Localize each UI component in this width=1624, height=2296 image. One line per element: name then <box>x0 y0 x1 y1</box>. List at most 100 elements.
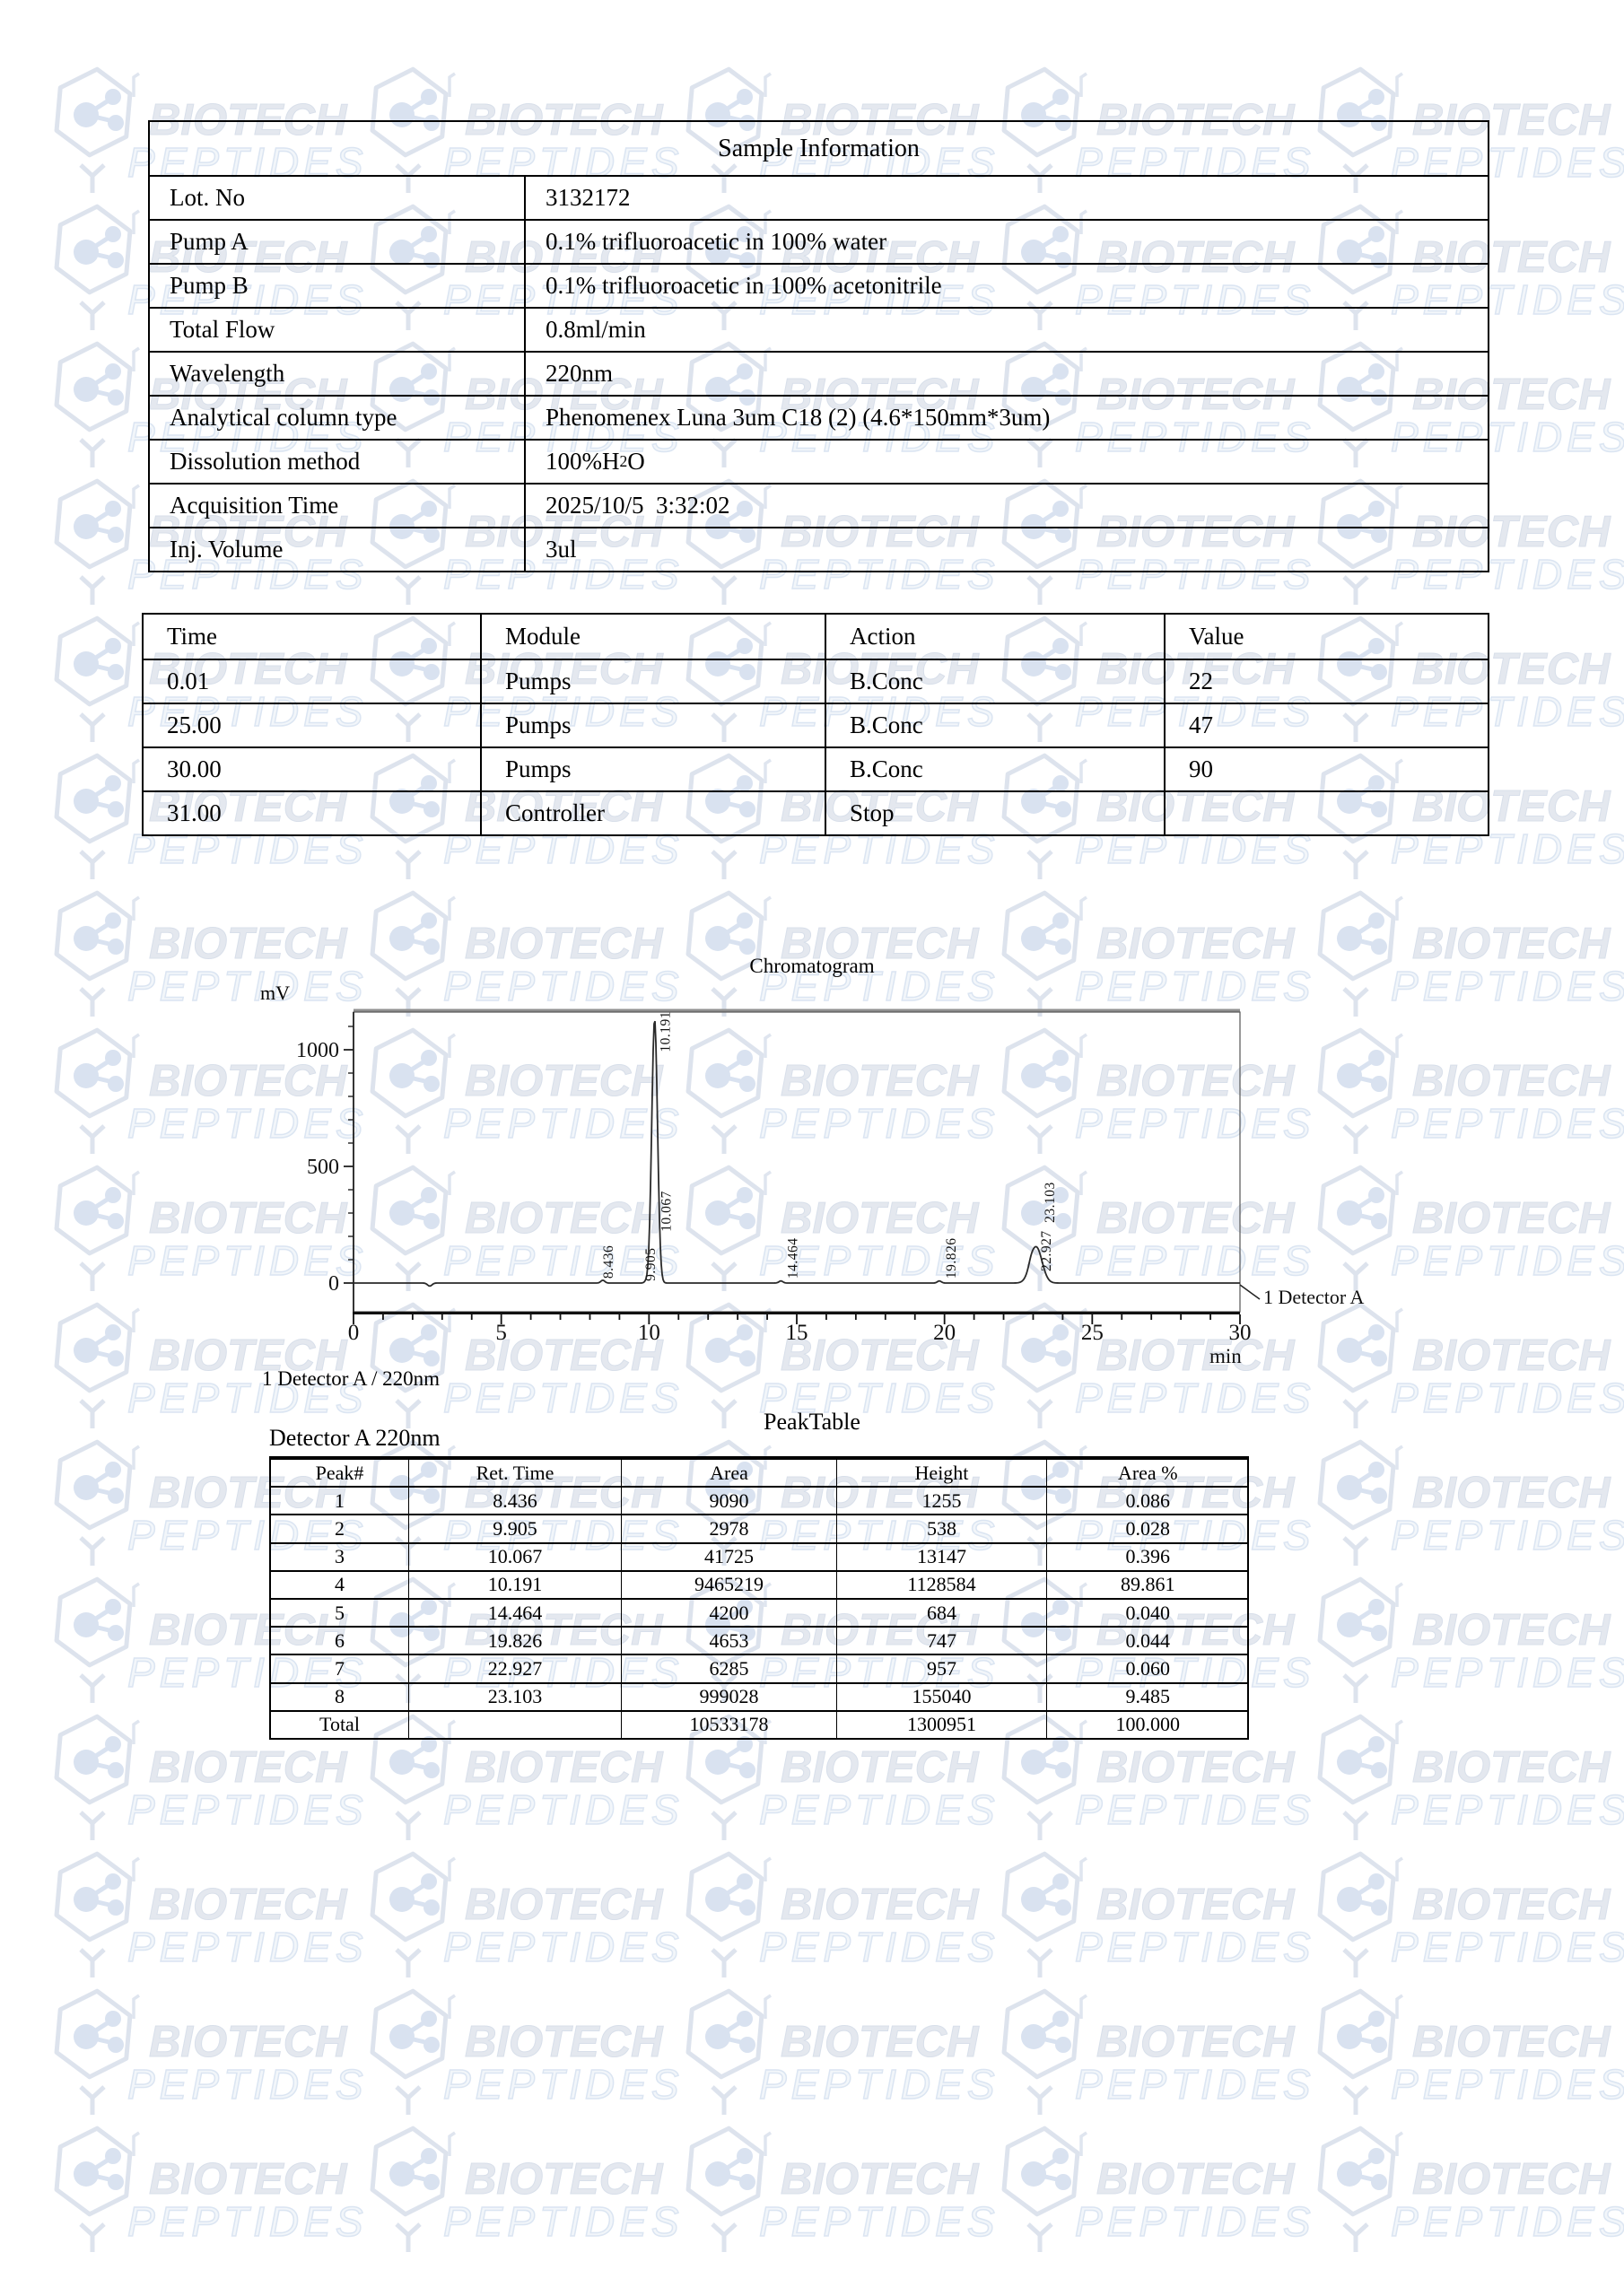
table-cell: 957 <box>836 1654 1046 1682</box>
table-cell: 41725 <box>621 1541 836 1570</box>
table-cell: 538 <box>836 1514 1046 1542</box>
table-cell: 0.01 <box>144 659 480 703</box>
chromatogram-title: Chromatogram <box>749 955 875 977</box>
x-tick-label: 0 <box>348 1321 360 1345</box>
table-cell: 10.067 <box>408 1541 621 1570</box>
sample-information-table: Sample Information Lot. No 3132172 Pump A 0.… <box>148 120 1489 572</box>
peak-rt-label: 10.191 <box>659 1011 674 1052</box>
peak-rt-label: 14.464 <box>785 1237 800 1279</box>
table-cell: 22.927 <box>408 1654 621 1682</box>
value-suffix: O <box>627 448 645 475</box>
table-cell: 13147 <box>836 1541 1046 1570</box>
table-cell: Controller <box>480 790 825 834</box>
x-tick-label: 20 <box>933 1321 956 1345</box>
table-cell: 4 <box>271 1569 408 1598</box>
peak-rt-label: 22.927 <box>1039 1230 1054 1271</box>
table-cell: 155040 <box>836 1681 1046 1710</box>
total-cell <box>408 1709 621 1738</box>
field-value: 2025/10/5 3:32:02 <box>524 483 1488 527</box>
peak-rt-label: 9.905 <box>643 1248 659 1281</box>
table-cell: 4200 <box>621 1597 836 1627</box>
y-tick-label: 1000 <box>296 1039 339 1062</box>
total-cell: 1300951 <box>836 1709 1046 1738</box>
peak-rt-label: 23.103 <box>1043 1182 1058 1223</box>
detector-line-label: 1 Detector A <box>1263 1286 1365 1308</box>
column-header: Area % <box>1046 1458 1249 1487</box>
field-label: Dissolution method <box>150 439 524 483</box>
table-cell: 8 <box>271 1681 408 1710</box>
table-cell: 14.464 <box>408 1597 621 1627</box>
table-cell: 90 <box>1164 746 1489 790</box>
field-label: Acquisition Time <box>150 483 524 527</box>
table-cell: 2978 <box>621 1514 836 1542</box>
x-tick-label: 10 <box>638 1321 660 1345</box>
table-cell: 6 <box>271 1626 408 1654</box>
field-label: Pump A <box>150 219 524 263</box>
peaktable-title: PeakTable <box>764 1409 860 1435</box>
peaktable-subtitle: Detector A 220nm <box>269 1425 441 1451</box>
column-header: Height <box>836 1458 1046 1487</box>
table-cell: 25.00 <box>144 703 480 746</box>
table-cell: 1255 <box>836 1486 1046 1515</box>
table-cell: 684 <box>836 1597 1046 1627</box>
y-tick-label: 0 <box>328 1272 339 1296</box>
table-cell: 31.00 <box>144 790 480 834</box>
field-label: Wavelength <box>150 351 524 395</box>
column-header: Value <box>1164 615 1489 659</box>
table-cell: 22 <box>1164 659 1489 703</box>
table-cell: Pumps <box>480 746 825 790</box>
column-header: Area <box>621 1458 836 1487</box>
peak-rt-label: 10.067 <box>659 1191 675 1232</box>
table-cell: 0.028 <box>1046 1514 1249 1542</box>
table-cell: 0.040 <box>1046 1597 1249 1627</box>
table-cell: 5 <box>271 1597 408 1626</box>
peak-table: Peak# Ret. Time Area Height Area % 1 8.436 9090… <box>269 1456 1249 1740</box>
table-cell: 3 <box>271 1541 408 1570</box>
table-cell: Pumps <box>480 659 825 703</box>
column-header: Action <box>825 615 1164 659</box>
x-tick-label: 5 <box>495 1321 507 1345</box>
value-prefix: 100%H <box>546 448 620 475</box>
field-value: Phenomenex Luna 3um C18 (2) (4.6*150mm*3… <box>524 395 1488 439</box>
table-cell: 10.191 <box>408 1569 621 1598</box>
x-tick-label: 30 <box>1229 1321 1252 1345</box>
peak-rt-label: 8.436 <box>601 1245 616 1279</box>
table-cell: 4653 <box>621 1626 836 1654</box>
field-value: 0.1% trifluoroacetic in 100% water <box>524 219 1488 263</box>
field-label: Analytical column type <box>150 395 524 439</box>
table-cell: 19.826 <box>408 1626 621 1654</box>
y-axis-unit-label: mV <box>260 982 290 1004</box>
field-value: 3ul <box>524 527 1488 571</box>
table-cell: 6285 <box>621 1654 836 1682</box>
table-cell: 0.086 <box>1046 1486 1249 1515</box>
field-value: 3132172 <box>524 175 1488 219</box>
table-cell: 999028 <box>621 1681 836 1710</box>
column-header: Module <box>480 615 825 659</box>
table-cell: B.Conc <box>825 703 1164 746</box>
field-value: 0.1% trifluoroacetic in 100% acetonitril… <box>524 263 1488 307</box>
table-cell <box>1164 790 1489 834</box>
total-cell: 100.000 <box>1046 1709 1249 1738</box>
table-cell: 1 <box>271 1486 408 1514</box>
table-cell: 2 <box>271 1514 408 1541</box>
sample-info-title: Sample Information <box>718 134 920 162</box>
table-cell: 7 <box>271 1654 408 1681</box>
field-label: Inj. Volume <box>150 527 524 571</box>
table-cell: 9090 <box>621 1486 836 1515</box>
table-cell: 47 <box>1164 703 1489 746</box>
table-cell: Pumps <box>480 703 825 746</box>
x-tick-label: 15 <box>786 1321 808 1345</box>
table-cell: B.Conc <box>825 746 1164 790</box>
table-cell: 9.905 <box>408 1514 621 1542</box>
value-subscript: 2 <box>619 452 628 470</box>
table-cell: 8.436 <box>408 1486 621 1515</box>
field-value: 0.8ml/min <box>524 307 1488 351</box>
table-cell: 23.103 <box>408 1681 621 1710</box>
table-cell: B.Conc <box>825 659 1164 703</box>
table-cell: 9.485 <box>1046 1681 1249 1710</box>
table-cell: 0.396 <box>1046 1541 1249 1570</box>
table-cell: Stop <box>825 790 1164 834</box>
field-label: Total Flow <box>150 307 524 351</box>
column-header: Peak# <box>271 1458 408 1486</box>
